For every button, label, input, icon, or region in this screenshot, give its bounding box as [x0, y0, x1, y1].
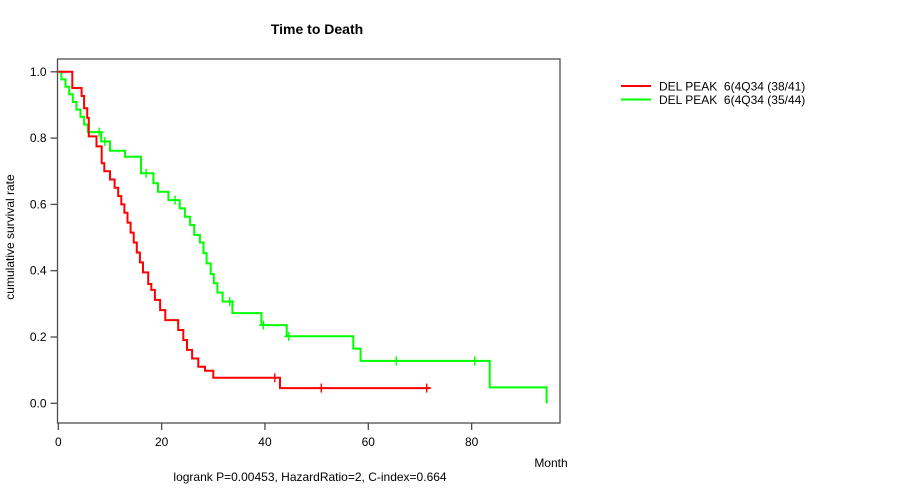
y-axis-title: cumulative survival rate: [3, 174, 17, 300]
km-curve-1: [58, 70, 548, 404]
x-tick-label: 20: [155, 435, 169, 449]
y-tick-label: 0.8: [30, 131, 47, 145]
x-axis-title: Month: [534, 456, 567, 470]
legend: DEL PEAK 6(4Q34 (38/41)DEL PEAK 6(4Q34 (…: [621, 80, 805, 107]
x-tick-label: 80: [465, 435, 479, 449]
y-axis: 0.0 0.2 0.4 0.6 0.8 1.0: [30, 65, 58, 410]
plot-title: Time to Death: [271, 21, 363, 37]
y-tick-label: 0.6: [30, 197, 47, 211]
plot-border: [56, 58, 561, 424]
x-axis: 0 20 40 60 80: [55, 423, 479, 449]
y-tick-label: 0.2: [30, 330, 47, 344]
x-tick-label: 40: [258, 435, 272, 449]
legend-label-1: DEL PEAK 6(4Q34 (35/44): [659, 93, 805, 107]
plot-frame: [56, 58, 561, 424]
y-tick-label: 1.0: [30, 65, 47, 79]
legend-label-0: DEL PEAK 6(4Q34 (38/41): [659, 80, 805, 94]
x-tick-label: 0: [55, 435, 62, 449]
km-curve-0: [58, 70, 430, 390]
y-tick-label: 0.4: [30, 264, 47, 278]
x-tick-label: 60: [362, 435, 376, 449]
survival-curves: [58, 70, 548, 404]
footer-annotation: logrank P=0.00453, HazardRatio=2, C-inde…: [173, 470, 447, 484]
y-tick-label: 0.0: [30, 396, 47, 410]
